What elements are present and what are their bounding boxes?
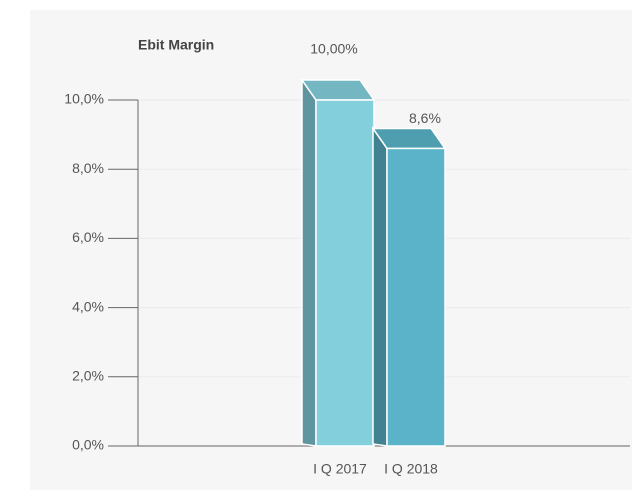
x-tick-label: I Q 2017 <box>313 461 367 477</box>
data-label: 10,00% <box>310 41 357 57</box>
bar-side <box>372 126 388 447</box>
y-tick-label: 4,0% <box>72 298 104 314</box>
y-tick-label: 10,0% <box>64 91 104 107</box>
bar <box>315 99 375 447</box>
y-tick-label: 8,0% <box>72 160 104 176</box>
chart-title: Ebit Margin <box>138 37 214 53</box>
y-tick-label: 6,0% <box>72 229 104 245</box>
bar-side <box>301 77 317 447</box>
y-tick-label: 0,0% <box>72 437 104 453</box>
data-label: 8,6% <box>409 110 441 126</box>
y-tick-label: 2,0% <box>72 368 104 384</box>
bar <box>386 147 446 447</box>
x-tick-label: I Q 2018 <box>384 461 438 477</box>
